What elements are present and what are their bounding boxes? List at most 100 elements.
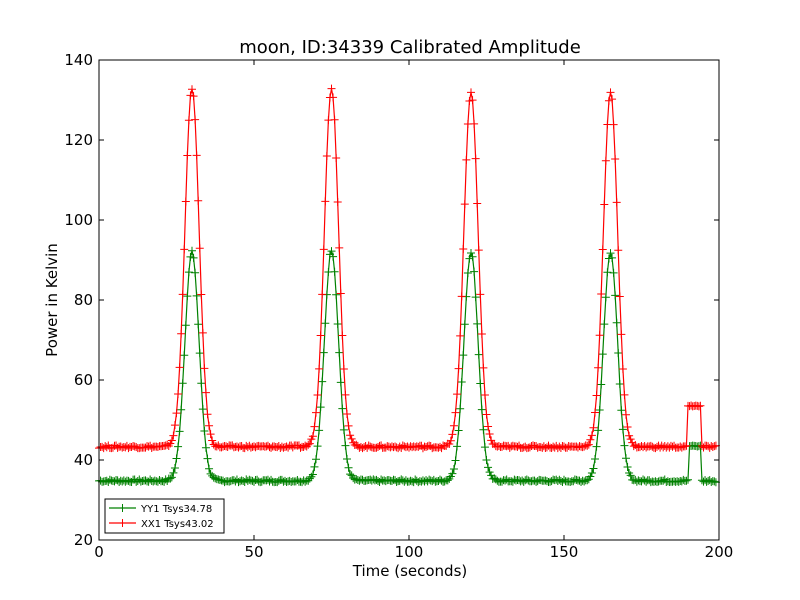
data-point-marker bbox=[615, 380, 624, 389]
data-point-marker bbox=[448, 469, 457, 478]
data-point-marker bbox=[305, 474, 314, 483]
data-point-marker bbox=[620, 390, 629, 399]
data-point-marker bbox=[330, 115, 339, 124]
data-point-marker bbox=[479, 363, 488, 372]
data-point-marker bbox=[618, 365, 627, 374]
data-point-marker bbox=[308, 470, 317, 479]
data-point-marker bbox=[341, 390, 350, 399]
y-tick-label: 40 bbox=[74, 451, 93, 469]
data-point-marker bbox=[330, 267, 339, 276]
data-point-marker bbox=[595, 331, 604, 340]
y-tick-label: 60 bbox=[74, 371, 93, 389]
series-yy1 bbox=[95, 246, 720, 487]
y-tick-label: 20 bbox=[74, 531, 93, 549]
x-tick-label: 50 bbox=[244, 543, 263, 561]
data-point-marker bbox=[312, 455, 320, 464]
data-point-marker bbox=[339, 425, 348, 434]
data-point-marker bbox=[167, 436, 176, 445]
data-point-marker bbox=[167, 473, 176, 482]
data-point-marker bbox=[449, 421, 458, 430]
data-point-marker bbox=[197, 379, 206, 388]
data-point-marker bbox=[586, 435, 595, 444]
data-point-marker bbox=[201, 443, 210, 452]
data-point-marker bbox=[485, 430, 494, 439]
data-point-marker bbox=[482, 410, 491, 419]
data-point-marker bbox=[626, 435, 635, 444]
data-point-marker bbox=[622, 410, 630, 419]
data-point-marker bbox=[189, 253, 198, 262]
data-point-marker bbox=[343, 454, 351, 463]
data-point-marker bbox=[477, 330, 486, 339]
data-point-marker bbox=[684, 475, 692, 484]
data-point-marker bbox=[448, 430, 457, 439]
data-point-marker bbox=[335, 348, 344, 357]
data-point-marker bbox=[166, 474, 175, 483]
data-point-marker bbox=[189, 92, 198, 101]
data-point-marker bbox=[172, 409, 181, 418]
legend: YY1 Tsys34.78 XX1 Tsys43.02 bbox=[104, 498, 225, 534]
data-point-marker bbox=[177, 405, 186, 414]
data-point-marker bbox=[333, 319, 342, 328]
data-point-marker bbox=[195, 244, 204, 253]
data-point-marker bbox=[183, 151, 192, 160]
data-point-marker bbox=[608, 253, 617, 262]
data-point-marker bbox=[332, 154, 341, 163]
data-point-marker bbox=[471, 154, 480, 163]
data-point-marker bbox=[479, 425, 488, 434]
data-point-marker bbox=[467, 249, 475, 258]
data-point-marker bbox=[591, 455, 599, 464]
data-point-marker bbox=[485, 468, 494, 477]
data-point-marker bbox=[201, 388, 210, 397]
data-point-marker bbox=[318, 290, 327, 299]
data-point-marker bbox=[205, 464, 214, 473]
data-point-marker bbox=[625, 431, 634, 440]
data-point-marker bbox=[459, 245, 468, 254]
data-point-marker bbox=[316, 331, 325, 340]
x-tick-label: 200 bbox=[705, 543, 734, 561]
data-point-marker bbox=[467, 88, 475, 97]
data-point-marker bbox=[470, 267, 479, 276]
data-point-marker bbox=[623, 423, 632, 432]
data-point-marker bbox=[188, 246, 196, 255]
data-point-marker bbox=[482, 456, 491, 465]
data-point-marker bbox=[208, 436, 217, 445]
data-point-marker bbox=[623, 462, 632, 471]
data-point-marker bbox=[344, 421, 353, 430]
data-point-marker bbox=[338, 331, 347, 340]
data-point-marker bbox=[589, 423, 598, 432]
data-point-marker bbox=[612, 198, 621, 207]
data-point-marker bbox=[592, 442, 601, 451]
data-point-marker bbox=[473, 319, 482, 328]
data-point-marker bbox=[471, 293, 480, 302]
data-point-marker bbox=[595, 406, 604, 415]
data-point-marker bbox=[175, 363, 184, 372]
data-point-marker bbox=[626, 471, 635, 480]
data-point-marker bbox=[445, 439, 454, 448]
data-point-marker bbox=[308, 432, 317, 441]
data-point-marker bbox=[205, 421, 214, 430]
data-point-marker bbox=[181, 321, 190, 330]
data-point-marker bbox=[611, 154, 620, 163]
data-point-marker bbox=[591, 408, 599, 417]
data-point-marker bbox=[322, 151, 331, 160]
data-point-marker bbox=[177, 329, 186, 338]
data-point-marker bbox=[617, 406, 626, 415]
data-point-marker bbox=[584, 440, 593, 449]
data-point-marker bbox=[615, 292, 624, 301]
data-point-marker bbox=[606, 249, 615, 258]
y-axis-label: Power in Kelvin bbox=[43, 243, 61, 357]
data-point-marker bbox=[319, 245, 328, 254]
data-point-marker bbox=[592, 391, 601, 400]
data-point-marker bbox=[609, 120, 618, 129]
data-point-marker bbox=[474, 350, 483, 359]
data-point-marker bbox=[476, 290, 485, 299]
data-point-marker bbox=[169, 431, 178, 440]
data-point-marker bbox=[462, 155, 471, 164]
data-point-marker bbox=[589, 464, 598, 473]
data-point-marker bbox=[183, 292, 192, 301]
data-point-marker bbox=[192, 151, 201, 160]
data-point-marker bbox=[339, 364, 348, 373]
legend-box bbox=[104, 498, 225, 534]
data-point-marker bbox=[696, 401, 705, 410]
data-point-marker bbox=[305, 439, 314, 448]
